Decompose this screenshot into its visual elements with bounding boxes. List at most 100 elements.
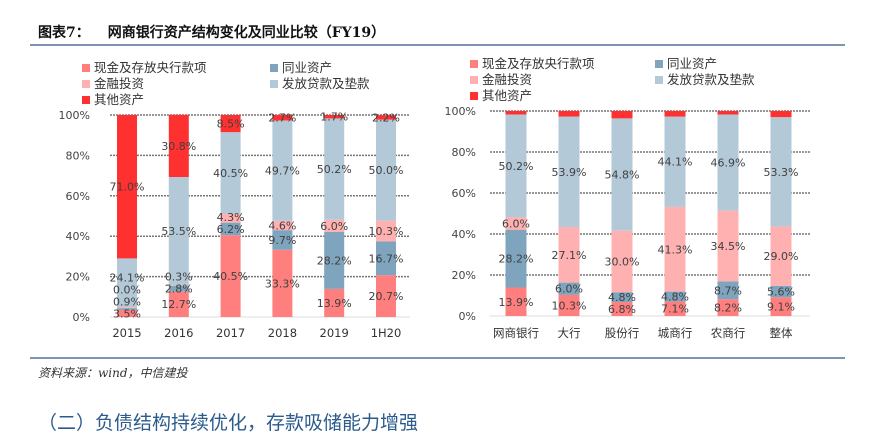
data-label: 44.1% bbox=[658, 156, 693, 169]
y-tick-label: 20% bbox=[66, 271, 90, 284]
data-label: 29.0% bbox=[764, 250, 799, 263]
data-label: 50.2% bbox=[499, 160, 534, 173]
figure-title-text: 网商银行资产结构变化及同业比较（FY19） bbox=[107, 25, 386, 41]
bar-segment bbox=[505, 111, 527, 115]
bar-segment bbox=[505, 217, 527, 230]
bar-segment bbox=[558, 227, 580, 283]
x-tick-label: 2017 bbox=[216, 326, 245, 340]
bar-segment bbox=[324, 219, 345, 232]
bar-segment bbox=[117, 308, 137, 310]
bar-segment bbox=[717, 111, 739, 115]
x-tick-label: 2018 bbox=[268, 326, 297, 340]
legend-label: 现金及存放央行款项 bbox=[94, 60, 207, 75]
bar-segment bbox=[664, 291, 686, 302]
legend-label: 同业资产 bbox=[282, 60, 332, 75]
data-label: 8.2% bbox=[714, 302, 742, 315]
bar-segment bbox=[324, 231, 345, 289]
bar-segment bbox=[117, 115, 137, 259]
source-note: 资料来源：wind，中信建投 bbox=[38, 366, 188, 380]
data-label: 40.5% bbox=[213, 167, 248, 180]
x-tick-label: 网商银行 bbox=[493, 326, 539, 340]
legend-swatch bbox=[470, 76, 478, 84]
bar-segment bbox=[117, 307, 137, 309]
data-label: 2.8% bbox=[165, 283, 193, 296]
bar-segment bbox=[324, 288, 345, 317]
bar-segment bbox=[272, 220, 293, 231]
data-label: 10.3% bbox=[552, 299, 587, 312]
legend-label: 同业资产 bbox=[667, 56, 717, 71]
bar-segment bbox=[770, 117, 792, 227]
bar-segment bbox=[770, 297, 792, 316]
x-tick-label: 2019 bbox=[320, 326, 349, 340]
figure-label: 图表7： bbox=[38, 25, 90, 41]
data-label: 5.6% bbox=[767, 286, 795, 299]
bar-segment bbox=[505, 287, 527, 316]
data-label: 50.2% bbox=[317, 163, 352, 176]
bar-segment bbox=[376, 220, 396, 242]
bar-segment bbox=[168, 285, 189, 292]
legend-label: 发放贷款及垫款 bbox=[667, 72, 755, 87]
bar-segment bbox=[168, 114, 189, 178]
bar-segment bbox=[220, 115, 241, 133]
bar-segment bbox=[324, 118, 345, 220]
data-label: 24.1% bbox=[110, 271, 145, 284]
data-label: 2.7% bbox=[268, 112, 296, 125]
data-label: 49.7% bbox=[265, 165, 300, 178]
data-label: 40.5% bbox=[213, 270, 248, 283]
legend-label: 金融投资 bbox=[94, 76, 144, 91]
bar-segment bbox=[168, 285, 189, 286]
source-divider bbox=[30, 357, 845, 359]
data-label: 28.2% bbox=[499, 253, 534, 266]
y-tick-label: 80% bbox=[66, 149, 90, 162]
data-label: 4.3% bbox=[217, 211, 245, 224]
data-label: 33.3% bbox=[265, 277, 300, 290]
bar-segment bbox=[770, 111, 792, 118]
data-label: 13.9% bbox=[317, 297, 352, 310]
bar-segment bbox=[117, 258, 137, 308]
bar-segment bbox=[664, 301, 686, 316]
data-label: 34.5% bbox=[711, 240, 746, 253]
x-tick-label: 股份行 bbox=[605, 326, 640, 340]
data-label: 46.9% bbox=[711, 157, 746, 170]
legend-label: 金融投资 bbox=[482, 72, 532, 87]
data-label: 4.8% bbox=[661, 291, 689, 304]
legend-label: 其他资产 bbox=[94, 92, 144, 107]
legend-swatch bbox=[655, 60, 663, 68]
data-label: 0.3% bbox=[165, 271, 193, 284]
data-label: 71.0% bbox=[110, 181, 145, 194]
legend-swatch bbox=[270, 80, 278, 88]
bar-segment bbox=[611, 230, 633, 293]
bar-segment bbox=[770, 285, 792, 298]
data-label: 50.0% bbox=[369, 164, 404, 177]
y-tick-label: 100% bbox=[59, 109, 90, 122]
charts: 0% 20% 40% 60% 80% 100% 3.5%0.9%0.0%24.1% 71.0%… bbox=[59, 56, 810, 340]
legend-label: 其他资产 bbox=[482, 88, 532, 103]
bar-segment bbox=[611, 118, 633, 231]
x-tick-label: 整体 bbox=[770, 326, 793, 340]
x-tick-label: 2016 bbox=[164, 326, 193, 340]
bar-segment bbox=[664, 206, 686, 292]
legend-swatch bbox=[470, 92, 478, 100]
bar-segment bbox=[272, 249, 293, 317]
data-label: 6.0% bbox=[502, 218, 530, 231]
bar-segment bbox=[717, 281, 739, 300]
bar-segment bbox=[168, 177, 189, 286]
bar-segment bbox=[717, 210, 739, 282]
data-label: 8.5% bbox=[217, 118, 245, 131]
data-label: 53.9% bbox=[552, 166, 587, 179]
data-label: 53.3% bbox=[764, 166, 799, 179]
data-label: 28.2% bbox=[317, 254, 352, 267]
bar-segment bbox=[220, 222, 241, 236]
legend-swatch bbox=[470, 60, 478, 68]
bar-segment bbox=[664, 111, 686, 117]
bar-segment bbox=[376, 241, 396, 276]
data-label: 10.3% bbox=[369, 225, 404, 238]
bar-segment bbox=[717, 299, 739, 316]
legend-swatch bbox=[655, 76, 663, 84]
bar-segment bbox=[117, 309, 137, 317]
y-tick-label: 40% bbox=[452, 228, 476, 241]
data-label: 6.0% bbox=[320, 220, 348, 233]
bar-segment bbox=[272, 115, 293, 121]
bar-segment bbox=[611, 302, 633, 316]
x-tick-label: 城商行 bbox=[658, 326, 693, 340]
